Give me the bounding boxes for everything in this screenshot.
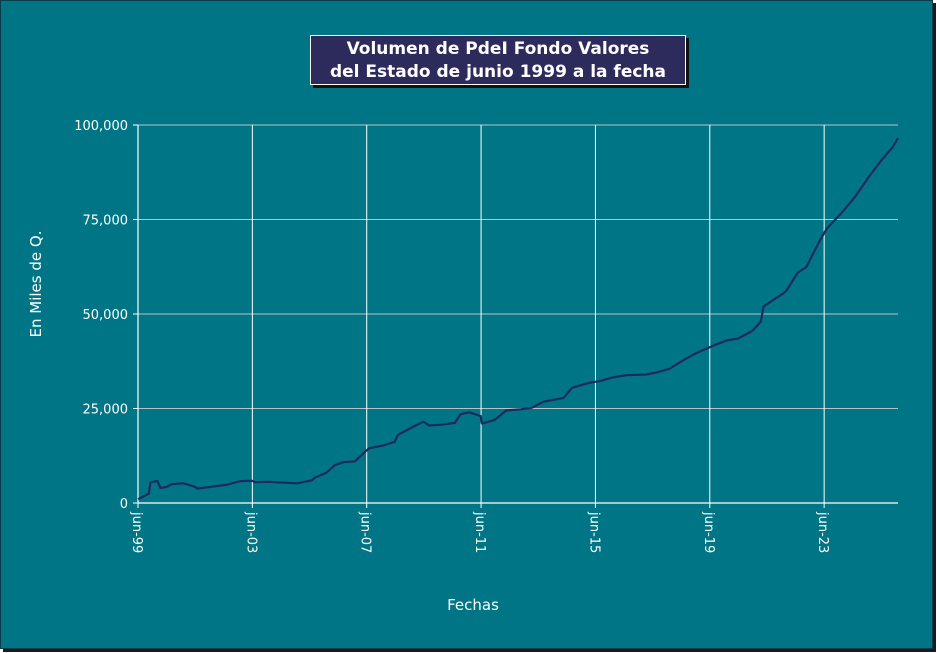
y-axis-title: En Miles de Q. [27, 231, 45, 338]
chart-title-line-2: del Estado de junio 1999 a la fecha [329, 62, 667, 82]
x-tick-label: jun-99 [129, 511, 144, 553]
y-tick-label: 75,000 [83, 214, 129, 229]
y-tick-label: 0 [120, 497, 128, 512]
x-tick-label: jun-15 [586, 511, 601, 553]
y-tick-label: 50,000 [83, 308, 129, 323]
chart-title: Volumen de PdeI Fondo Valores del Estado… [310, 35, 686, 85]
chart-title-line-1: Volumen de PdeI Fondo Valores [346, 39, 650, 59]
x-tick-label: jun-03 [243, 511, 258, 553]
series-layer [137, 137, 899, 501]
x-axis-title: Fechas [447, 596, 499, 614]
series-line-0 [137, 137, 899, 501]
x-tick-label: jun-07 [358, 511, 373, 553]
y-tick-label: 25,000 [83, 403, 129, 418]
x-tick-label: jun-19 [701, 511, 716, 553]
x-tick-label: jun-23 [815, 511, 830, 553]
gridlines [138, 124, 898, 503]
x-axis-ticks: jun-99 jun-03 jun-07 jun-11 jun-15 jun-19 jun-… [129, 503, 830, 553]
y-tick-label: 100,000 [74, 119, 128, 134]
x-tick-label: jun-11 [472, 511, 487, 553]
y-axis-ticks: 0 25,000 50,000 75,000 100,000 [74, 119, 138, 512]
